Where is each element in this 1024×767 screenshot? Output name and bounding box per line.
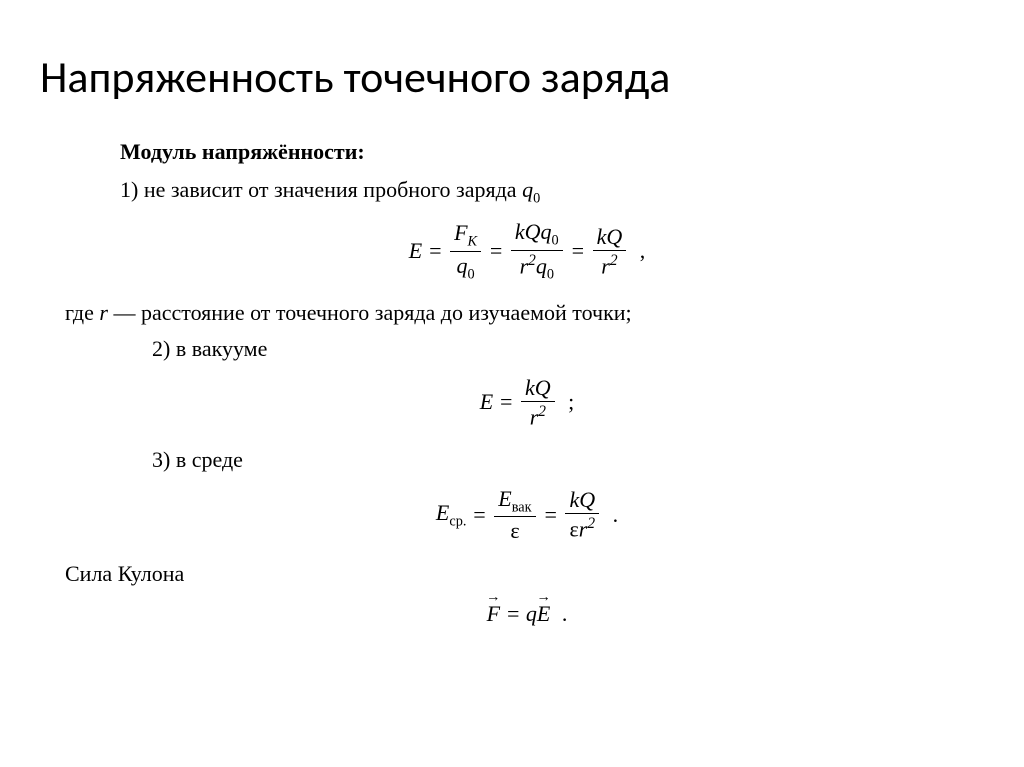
- item-2: 2) в вакууме: [120, 333, 934, 365]
- r2-den-sup: 2: [610, 252, 618, 269]
- item-3: 3) в среде: [120, 444, 934, 476]
- q0-num2-sub: 0: [552, 232, 559, 248]
- item-1-label: 1): [120, 177, 138, 202]
- Evak: E: [498, 486, 511, 511]
- q0-den-sub: 0: [467, 266, 474, 282]
- formula-4-punct: .: [562, 598, 568, 630]
- q0-num2: q: [541, 219, 552, 244]
- E-vector: E: [537, 598, 550, 630]
- E2-symbol: E: [480, 386, 493, 418]
- q0-den: q: [456, 253, 467, 278]
- k2: k: [597, 224, 607, 249]
- q-symbol: q: [526, 598, 537, 630]
- item-1-text: не зависит от значения пробного заряда: [144, 177, 517, 202]
- Q2: Q: [606, 224, 622, 249]
- frac-FK-q0: FК q0: [450, 220, 481, 283]
- FK-sub: К: [468, 233, 478, 249]
- frac-kQ-r2: kQ r2: [593, 224, 627, 279]
- r3-sup: 2: [538, 403, 546, 420]
- q0-symbol: q: [522, 177, 533, 202]
- r2-den: r: [601, 253, 610, 278]
- item-3-text: в среде: [176, 447, 243, 472]
- slide-title: Напряженность точечного заряда: [30, 50, 994, 104]
- frac-kQ-epsr2: kQ εr2: [565, 487, 599, 542]
- r-symbol: r: [99, 300, 108, 325]
- F-vector: F: [487, 598, 500, 630]
- q0-subscript: 0: [533, 190, 540, 206]
- k4: k: [569, 487, 579, 512]
- formula-4: F = qE .: [120, 596, 934, 630]
- k1: k: [515, 219, 525, 244]
- eps2: ε: [570, 517, 579, 542]
- item-1: 1) не зависит от значения пробного заряд…: [120, 174, 934, 209]
- eps1: ε: [510, 518, 519, 543]
- formula-3-punct: .: [613, 499, 619, 531]
- section-heading: Модуль напряжённости:: [120, 136, 934, 168]
- FK: F: [454, 220, 467, 245]
- frac-kQq0-r2q0: kQq0 r2q0: [511, 219, 563, 283]
- r1: r: [520, 253, 529, 278]
- r1-sup: 2: [528, 252, 536, 269]
- frac-Evak-eps: Eвак ε: [494, 486, 535, 544]
- frac-kQ-r2-2: kQ r2: [521, 375, 555, 430]
- k3: k: [525, 375, 535, 400]
- formula-2-punct: ;: [568, 386, 574, 418]
- formula-3: Eср. = Eвак ε = kQ εr2 .: [120, 486, 934, 544]
- Q1: Q: [525, 219, 541, 244]
- q0-den2-sub: 0: [547, 267, 554, 283]
- formula-1-punct: ,: [640, 235, 646, 267]
- item-2-label: 2): [152, 336, 170, 361]
- Q3: Q: [535, 375, 551, 400]
- r4-sup: 2: [587, 515, 595, 532]
- r-desc: — расстояние от точечного заряда до изуч…: [113, 300, 631, 325]
- where-r-line: где r — расстояние от точечного заряда д…: [65, 297, 934, 329]
- formula-1: E = FК q0 = kQq0 r2q0 = kQ r2 ,: [120, 219, 934, 283]
- formula-2: E = kQ r2 ;: [120, 375, 934, 430]
- Esr-sub: ср.: [449, 513, 466, 529]
- Q4: Q: [579, 487, 595, 512]
- coulomb-label: Сила Кулона: [65, 558, 934, 590]
- q0-den2: q: [536, 253, 547, 278]
- r3: r: [530, 404, 539, 429]
- E-symbol: E: [409, 235, 422, 267]
- item-2-text: в вакууме: [176, 336, 268, 361]
- where-text: где: [65, 300, 94, 325]
- item-3-label: 3): [152, 447, 170, 472]
- content-block: Модуль напряжённости: 1) не зависит от з…: [30, 136, 994, 629]
- Esr-symbol: E: [436, 500, 449, 525]
- Evak-sub: вак: [512, 499, 532, 515]
